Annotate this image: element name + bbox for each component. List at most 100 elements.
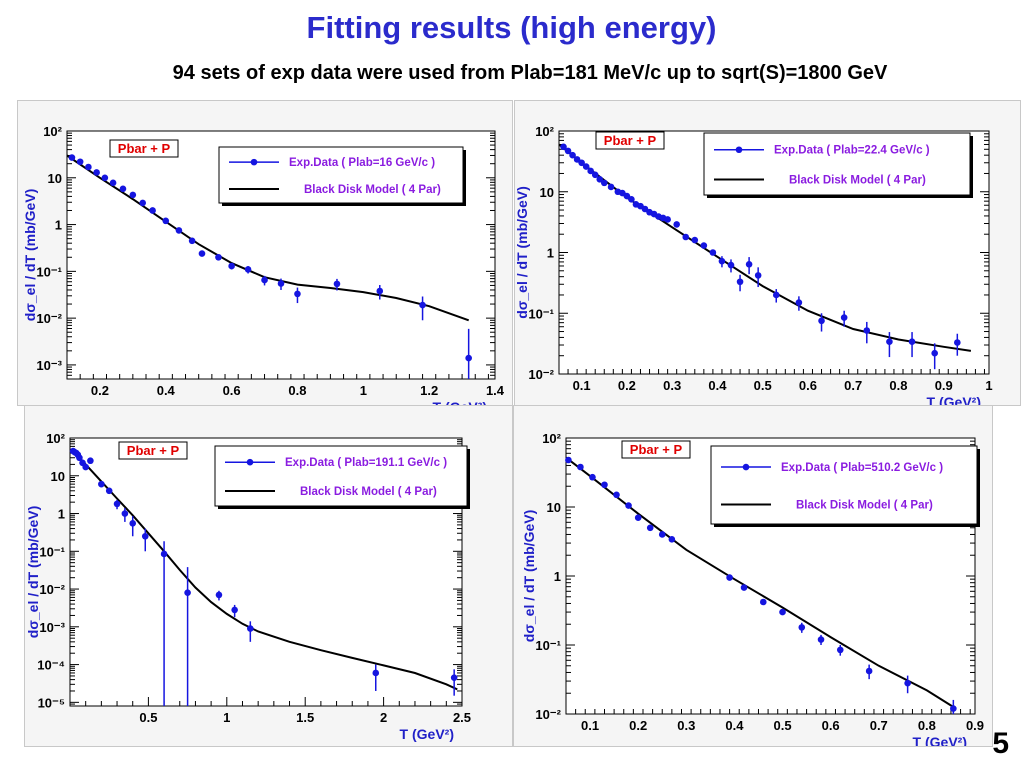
data-point — [840, 314, 848, 321]
data-point — [247, 625, 254, 632]
data-point — [162, 217, 170, 225]
x-tick-label: 0.3 — [663, 378, 681, 393]
data-point — [727, 261, 735, 269]
x-tick-label: 1 — [985, 378, 992, 393]
x-tick-label: 0.1 — [573, 378, 591, 393]
data-point — [109, 179, 117, 187]
y-tick-label: 1 — [554, 569, 561, 584]
y-tick-label: 10⁻² — [528, 367, 554, 382]
legend-data-marker — [246, 458, 254, 466]
x-tick-label: 0.3 — [677, 718, 695, 733]
data-point — [668, 536, 676, 543]
y-tick-label: 10² — [535, 124, 554, 139]
y-axis-title: dσ_el / dT (mb/GeV) — [521, 510, 537, 642]
y-axis-title: dσ_el / dT (mb/GeV) — [25, 506, 41, 638]
chart-plab-22-4: 10² 10 1 10⁻¹ 10⁻² 0.1 0.2 0.3 0.4 0.5 0.6 0.7 0.8 0.… — [515, 124, 993, 405]
data-point — [950, 705, 957, 712]
slide-title: Fitting results (high energy) — [306, 10, 717, 45]
data-point — [759, 598, 767, 606]
x-tick-label: 1.4 — [486, 383, 505, 398]
data-point — [646, 524, 654, 532]
y-tick-label: 10⁻¹ — [535, 638, 561, 653]
data-point — [740, 584, 748, 591]
data-point — [184, 589, 191, 597]
data-point — [560, 143, 567, 151]
data-point — [798, 624, 806, 631]
data-point — [682, 233, 690, 241]
y-tick-label: 10⁻⁴ — [37, 658, 65, 673]
x-tick-label: 0.6 — [799, 378, 817, 393]
data-point — [129, 191, 137, 199]
y-tick-label: 10⁻² — [39, 582, 65, 597]
reaction-label: Pbar + P — [127, 443, 180, 458]
y-tick-label: 1 — [547, 246, 554, 261]
y-tick-label: 1 — [58, 507, 65, 522]
y-tick-label: 10⁻⁵ — [38, 695, 65, 710]
data-point — [569, 151, 576, 159]
data-point — [709, 249, 717, 256]
data-point — [754, 272, 762, 279]
x-tick-label: 0.8 — [889, 378, 907, 393]
y-tick-label: 10⁻³ — [39, 620, 65, 635]
reaction-label-box — [118, 441, 188, 460]
data-point — [578, 159, 585, 167]
data-point — [865, 667, 873, 675]
legend-box — [703, 132, 971, 196]
y-tick-label: 10⁻¹ — [528, 306, 554, 321]
y-tick-label: 10⁻¹ — [36, 264, 62, 279]
data-point — [101, 174, 109, 182]
reaction-label-box — [621, 440, 691, 459]
legend-model-label: Black Disk Model ( 4 Par) — [796, 500, 933, 512]
legend-data-label: Exp.Data ( Plab=16 GeV/c ) — [289, 157, 435, 169]
x-tick-label: 0.9 — [935, 378, 953, 393]
x-tick-label: 0.5 — [139, 710, 157, 725]
data-point — [908, 338, 916, 346]
data-point — [591, 171, 599, 179]
data-point — [68, 154, 76, 161]
legend-model-label: Black Disk Model ( 4 Par) — [304, 184, 441, 196]
data-point — [954, 339, 961, 346]
data-point — [625, 502, 632, 509]
legend-model-label: Black Disk Model ( 4 Par) — [789, 175, 926, 187]
data-point — [465, 354, 472, 362]
y-tick-label: 10⁻¹ — [39, 544, 65, 559]
data-point — [573, 156, 581, 163]
reaction-label: Pbar + P — [118, 141, 171, 156]
y-tick-label: 10⁻² — [535, 707, 561, 722]
x-tick-label: 0.2 — [629, 718, 647, 733]
data-point — [818, 317, 825, 325]
data-point — [726, 574, 733, 581]
data-point — [93, 169, 100, 176]
x-tick-label: 0.1 — [581, 718, 599, 733]
x-tick-label: 0.6 — [822, 718, 840, 733]
data-point — [795, 299, 803, 306]
data-point — [129, 520, 137, 527]
y-tick-label: 10 — [540, 185, 554, 200]
data-point — [817, 636, 825, 643]
y-tick-label: 10⁻² — [36, 311, 62, 326]
x-tick-label: 0.2 — [618, 378, 636, 393]
chart-plab-16: 10² 10 1 10⁻¹ 10⁻² 10⁻³ 0.2 0.4 0.6 0.8 1 1.2 1.4T (… — [22, 124, 505, 405]
reaction-label: Pbar + P — [630, 442, 683, 457]
x-tick-label: 2 — [380, 710, 387, 725]
y-tick-label: 1 — [55, 218, 62, 233]
y-tick-label: 10 — [547, 500, 561, 515]
x-tick-label: 2.5 — [453, 710, 471, 725]
x-tick-label: 0.4 — [708, 378, 727, 393]
reaction-label-box — [109, 139, 179, 158]
data-point — [105, 487, 113, 495]
chart-panel-1: 10² 10 1 10⁻¹ 10⁻² 10⁻³ 0.2 0.4 0.6 0.8 1 1.2 1.4T (… — [17, 100, 513, 406]
data-point — [228, 262, 235, 270]
data-point — [577, 463, 584, 471]
data-point — [596, 176, 604, 183]
data-point — [231, 606, 238, 614]
data-point — [600, 179, 608, 187]
data-point — [333, 280, 341, 288]
legend-data-label: Exp.Data ( Plab=22.4 GeV/c ) — [774, 145, 930, 157]
data-point — [779, 608, 786, 616]
data-point — [931, 349, 938, 357]
legend-data-marker — [742, 463, 750, 471]
y-tick-label: 10² — [542, 431, 561, 446]
data-point — [76, 158, 84, 166]
model-curve — [72, 450, 458, 691]
